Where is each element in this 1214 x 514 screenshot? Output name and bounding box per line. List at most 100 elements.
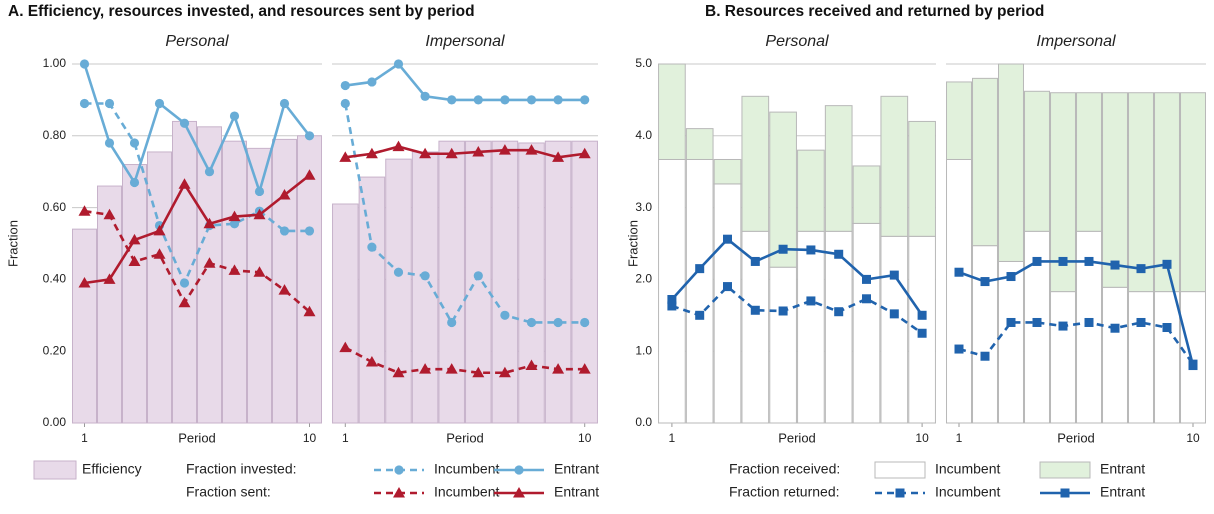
bar — [222, 140, 247, 424]
bar — [908, 120, 936, 237]
marker — [552, 151, 565, 162]
marker — [473, 95, 483, 105]
bar — [998, 260, 1024, 424]
marker — [526, 317, 537, 328]
x-tick-label: 10 — [578, 431, 592, 445]
marker — [339, 151, 352, 162]
marker — [1084, 256, 1094, 266]
bar — [1102, 286, 1128, 424]
marker — [723, 282, 732, 292]
bar — [1102, 92, 1128, 288]
bar — [272, 138, 297, 424]
marker — [1162, 259, 1172, 269]
marker — [304, 226, 315, 236]
bar — [332, 203, 359, 424]
marker — [339, 341, 352, 353]
marker — [473, 271, 483, 281]
marker — [500, 310, 510, 320]
marker — [340, 98, 350, 109]
marker — [1136, 317, 1146, 327]
bar — [1128, 291, 1154, 424]
marker — [420, 91, 430, 101]
marker — [525, 359, 538, 371]
marker — [498, 144, 511, 155]
x-tick-label: 1 — [342, 431, 349, 445]
marker — [203, 257, 216, 268]
marker — [553, 95, 563, 105]
y-tick-label: 0.40 — [43, 272, 67, 286]
bar — [358, 176, 386, 424]
bar — [1180, 291, 1206, 424]
line — [344, 103, 585, 326]
bar — [411, 151, 439, 424]
bar — [147, 151, 172, 424]
bar — [385, 158, 412, 424]
marker — [980, 351, 990, 361]
marker — [153, 248, 166, 259]
marker — [279, 98, 290, 109]
y-axis-label: Fraction — [5, 220, 20, 267]
bar — [852, 222, 881, 424]
marker — [278, 284, 291, 295]
line — [345, 62, 585, 102]
marker — [254, 186, 265, 197]
panel-subtitle: Impersonal — [1036, 33, 1116, 50]
bar — [465, 140, 492, 424]
marker — [340, 80, 350, 91]
marker — [500, 95, 510, 105]
marker — [750, 305, 760, 315]
marker — [695, 310, 705, 320]
marker — [229, 219, 240, 229]
bar — [1024, 90, 1050, 232]
marker — [78, 276, 91, 288]
marker — [1032, 256, 1042, 266]
marker — [806, 245, 816, 255]
marker — [778, 306, 788, 316]
marker — [154, 98, 165, 109]
marker — [1162, 323, 1172, 333]
legend-label: Incumbent — [434, 484, 499, 500]
line — [958, 260, 1195, 366]
marker — [514, 465, 524, 475]
bar — [571, 140, 598, 424]
marker — [178, 296, 191, 308]
marker — [1006, 317, 1016, 327]
marker — [667, 301, 677, 311]
marker — [580, 317, 590, 328]
marker — [578, 147, 591, 159]
legend-label: Incumbent — [935, 461, 1000, 477]
line — [958, 321, 1195, 365]
marker — [750, 256, 760, 266]
marker — [103, 208, 116, 220]
bar — [797, 230, 825, 424]
y-tick-label: 0.80 — [43, 128, 67, 142]
x-axis-label: Period — [178, 430, 216, 445]
marker — [178, 178, 191, 189]
marker — [419, 363, 432, 374]
marker — [253, 266, 266, 277]
marker — [79, 98, 90, 109]
bar — [998, 63, 1024, 262]
bar — [658, 63, 686, 160]
marker — [980, 277, 990, 287]
bar — [880, 235, 909, 424]
legend-label: Entrant — [554, 484, 599, 500]
bar — [946, 81, 972, 160]
x-tick-label: 1 — [81, 431, 88, 445]
bar — [972, 77, 998, 247]
legend-group-label: Fraction sent: — [186, 484, 271, 500]
bar — [1128, 92, 1154, 293]
legend-label: Entrant — [1100, 484, 1145, 500]
panel-subtitle: Personal — [765, 33, 829, 50]
marker — [889, 270, 899, 280]
marker — [1032, 317, 1042, 327]
marker — [393, 59, 404, 69]
bar — [172, 120, 197, 424]
bar — [197, 126, 222, 424]
marker — [445, 363, 458, 374]
marker — [862, 294, 871, 304]
marker — [667, 295, 677, 305]
bar — [438, 140, 465, 424]
marker — [228, 210, 241, 222]
